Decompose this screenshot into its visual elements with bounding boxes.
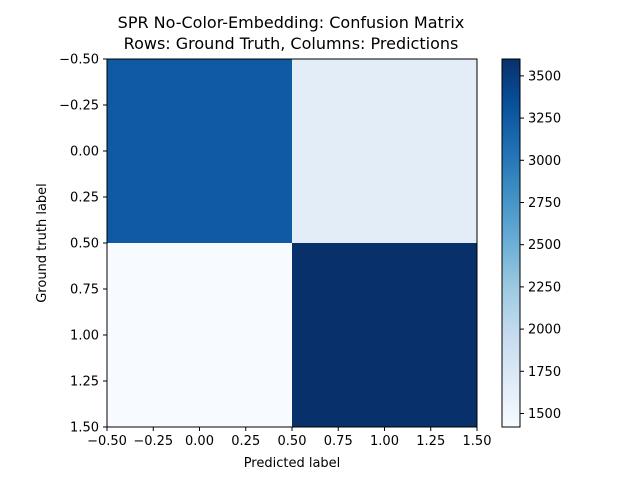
colorbar-tick-label: 2750 [528, 196, 561, 211]
y-tick-label: 1.25 [70, 375, 99, 390]
colorbar-tick-label: 3000 [528, 154, 561, 169]
colorbar-tick-label: 3500 [528, 69, 561, 84]
heatmap-cell [292, 59, 477, 243]
x-tick-label: 0.25 [231, 434, 260, 449]
colorbar-tick-label: 1500 [528, 407, 561, 422]
chart-title-line-1: SPR No-Color-Embedding: Confusion Matrix [118, 13, 465, 32]
colorbar-frame [501, 58, 521, 428]
colorbar-tick-label: 1750 [528, 365, 561, 380]
heatmap-cell [292, 243, 477, 427]
y-tick-label: 0.25 [70, 191, 99, 206]
colorbar-tick-label: 2000 [528, 323, 561, 338]
x-tick-label: −0.50 [87, 434, 127, 449]
x-axis-label: Predicted label [244, 456, 341, 471]
colorbar-tick-label: 3250 [528, 112, 561, 127]
x-tick-label: 1.00 [370, 434, 399, 449]
x-tick-label: 0.00 [185, 434, 214, 449]
heatmap-cell [107, 59, 292, 243]
x-tick-label: 0.50 [278, 434, 307, 449]
colorbar-tick-label: 2250 [528, 280, 561, 295]
colorbar [502, 59, 520, 427]
y-tick-label: −0.25 [59, 99, 99, 114]
heatmap-cells [107, 59, 477, 427]
x-tick-label: 1.25 [416, 434, 445, 449]
colorbar-ticks: 1500 1750 2000 2250 2500 2750 3000 3250 3500 [520, 69, 561, 422]
y-axis-ticks: −0.50 −0.25 0.00 0.25 0.50 0.75 1.00 1.25 1.50 [59, 53, 107, 436]
y-axis-label: Ground truth label [35, 183, 50, 303]
y-tick-label: 0.50 [70, 237, 99, 252]
y-tick-label: 0.00 [70, 145, 99, 160]
chart-title-line-2: Rows: Ground Truth, Columns: Predictions [124, 34, 459, 53]
x-axis-ticks: −0.50 −0.25 0.00 0.25 0.50 0.75 1.00 1.25 1.50 [87, 427, 491, 449]
y-tick-label: −0.50 [59, 53, 99, 68]
heatmap-cell [107, 243, 292, 427]
x-tick-label: −0.25 [133, 434, 173, 449]
y-tick-label: 1.50 [70, 421, 99, 436]
colorbar-tick-label: 2500 [528, 238, 561, 253]
x-tick-label: 0.75 [324, 434, 353, 449]
y-tick-label: 1.00 [70, 329, 99, 344]
y-tick-label: 0.75 [70, 283, 99, 298]
x-tick-label: 1.50 [463, 434, 492, 449]
